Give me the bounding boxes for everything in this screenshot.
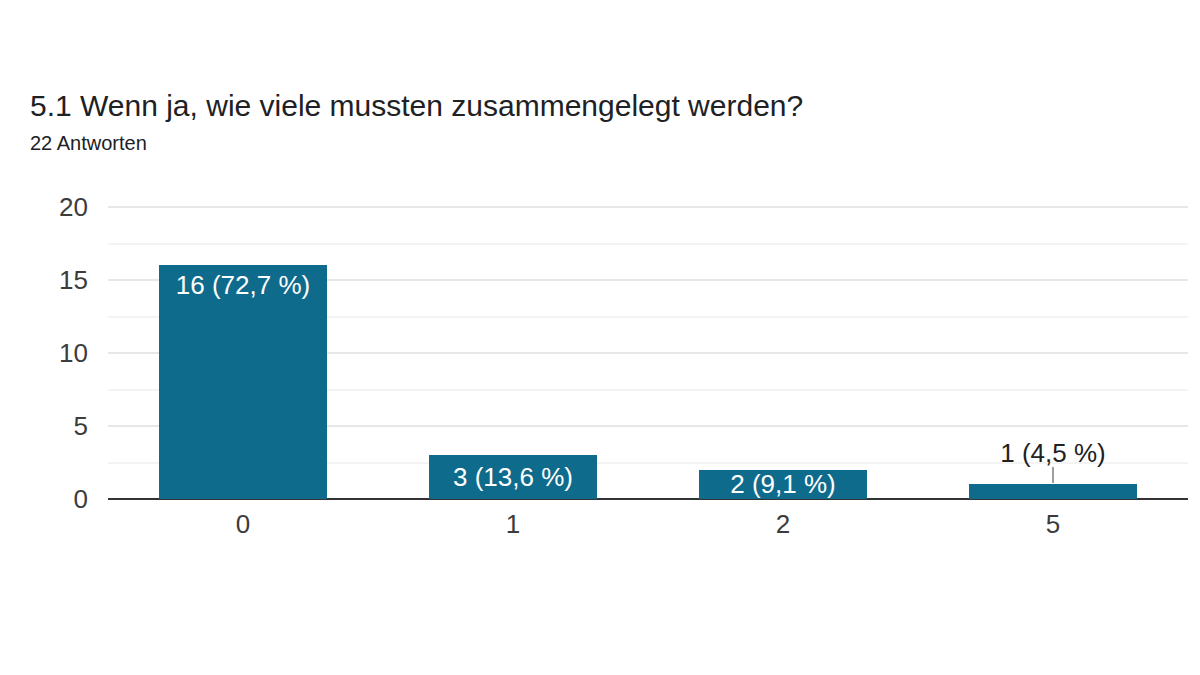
major-gridline bbox=[108, 206, 1188, 208]
x-tick-label: 2 bbox=[648, 509, 918, 539]
bar-value-label: 16 (72,7 %) bbox=[108, 272, 378, 299]
y-tick-label: 20 bbox=[0, 192, 88, 222]
y-tick-label: 0 bbox=[0, 484, 88, 514]
y-tick-label: 10 bbox=[0, 338, 88, 368]
bar-value-label: 2 (9,1 %) bbox=[648, 471, 918, 498]
form-results-card: 5.1 Wenn ja, wie viele mussten zusammeng… bbox=[0, 0, 1200, 675]
label-leader-line bbox=[1052, 467, 1054, 483]
x-tick-label: 5 bbox=[918, 509, 1188, 539]
bar-value-label: 3 (13,6 %) bbox=[378, 464, 648, 491]
answers-bar-chart: 0510152016 (72,7 %)03 (13,6 %)12 (9,1 %)… bbox=[0, 0, 1200, 675]
x-tick-label: 0 bbox=[108, 509, 378, 539]
bar-0[interactable] bbox=[159, 265, 327, 499]
bar-5[interactable] bbox=[969, 484, 1137, 499]
y-tick-label: 5 bbox=[0, 411, 88, 441]
x-tick-label: 1 bbox=[378, 509, 648, 539]
bar-value-label: 1 (4,5 %) bbox=[918, 439, 1188, 467]
y-tick-label: 15 bbox=[0, 265, 88, 295]
minor-gridline bbox=[108, 243, 1188, 245]
